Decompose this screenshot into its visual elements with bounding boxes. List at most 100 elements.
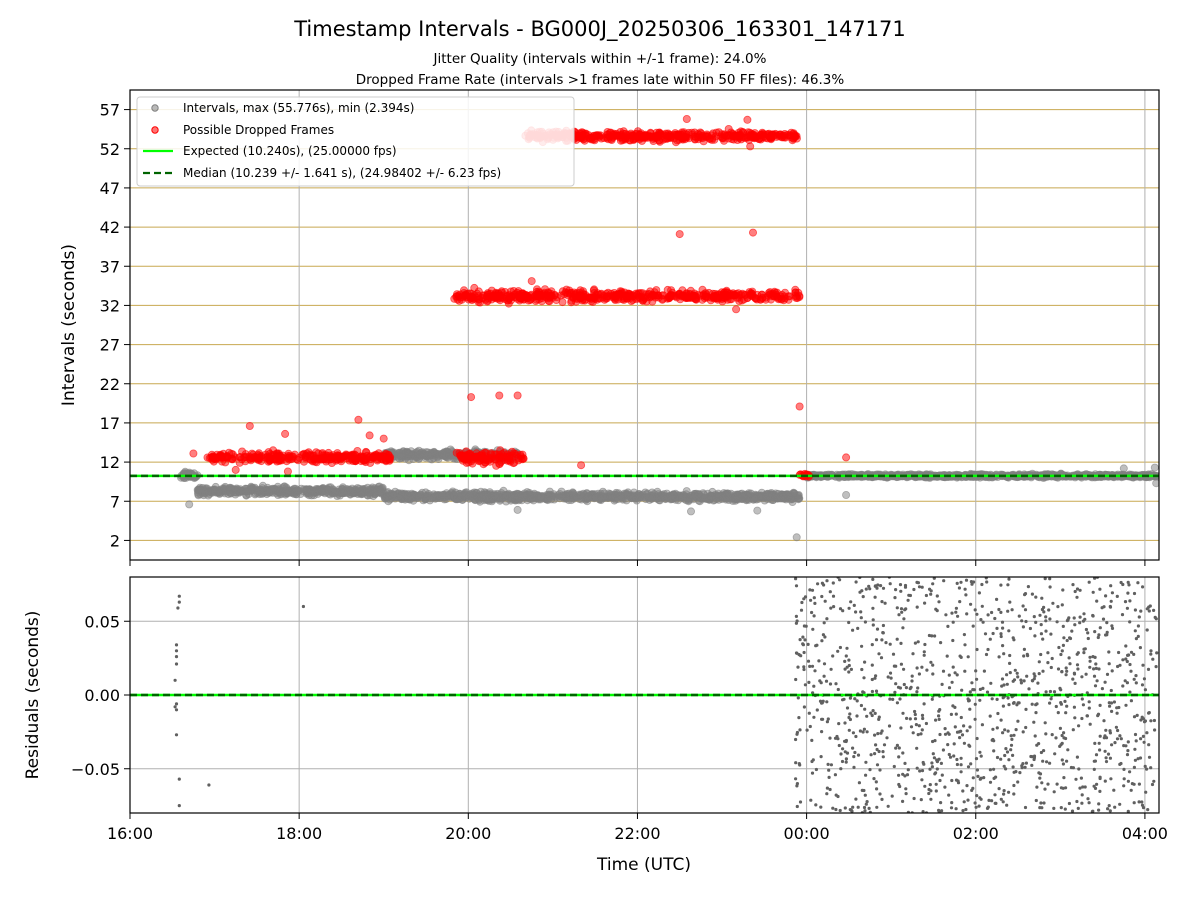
- residual-point: [821, 633, 826, 637]
- residual-point: [985, 690, 990, 694]
- residual-point: [822, 674, 826, 678]
- residual-point: [177, 594, 181, 598]
- residual-point: [812, 596, 816, 600]
- residual-point: [917, 724, 921, 728]
- residual-point: [871, 606, 875, 610]
- interval-point: [354, 488, 363, 497]
- residual-point: [1048, 617, 1052, 621]
- residual-point: [1008, 671, 1012, 675]
- residual-point: [810, 738, 814, 743]
- residual-point: [858, 590, 862, 594]
- residual-point: [888, 642, 892, 646]
- residual-point: [899, 589, 903, 593]
- residual-point: [838, 578, 842, 582]
- residual-point: [920, 665, 924, 669]
- residual-point: [798, 728, 802, 732]
- interval-point: [307, 486, 316, 495]
- residual-point: [1129, 669, 1133, 673]
- residual-point: [863, 660, 867, 664]
- residual-point: [1108, 756, 1112, 760]
- residual-point: [1094, 662, 1098, 666]
- residual-point: [943, 727, 947, 731]
- residual-point: [815, 708, 819, 712]
- residual-point: [1130, 782, 1134, 786]
- residual-point: [964, 578, 969, 582]
- residual-point: [903, 583, 908, 588]
- dropped-frame-point: [774, 294, 783, 303]
- residual-point: [1012, 770, 1016, 774]
- dropped-frame-point: [746, 142, 755, 151]
- residual-point: [837, 743, 841, 748]
- residual-point: [938, 778, 942, 783]
- dropped-frame-point: [461, 291, 470, 300]
- interval-point: [788, 497, 797, 506]
- residual-point: [973, 608, 977, 612]
- residual-point: [897, 746, 901, 750]
- residual-point: [1033, 674, 1037, 678]
- residual-point: [1060, 758, 1064, 762]
- residual-point: [917, 585, 922, 589]
- residual-point: [1104, 756, 1108, 760]
- residual-point: [870, 643, 874, 647]
- residual-point: [1104, 594, 1108, 598]
- dropped-frame-point: [670, 292, 679, 301]
- residual-point: [1112, 788, 1116, 792]
- residual-point: [808, 588, 812, 592]
- residual-point: [847, 658, 851, 662]
- residual-point: [1048, 577, 1052, 581]
- residual-point: [1071, 677, 1075, 681]
- interval-point: [647, 491, 656, 500]
- dropped-frame-point: [795, 402, 804, 411]
- residual-point: [977, 804, 981, 808]
- residual-point: [1014, 728, 1018, 732]
- residual-point: [1045, 760, 1049, 764]
- residual-point: [881, 586, 886, 590]
- residual-point: [1080, 716, 1084, 721]
- dropped-frame-point: [620, 294, 629, 303]
- residual-point: [1101, 617, 1106, 621]
- residual-point: [1035, 702, 1039, 706]
- residual-point: [1093, 741, 1097, 746]
- interval-point: [276, 490, 285, 499]
- residual-point: [1056, 711, 1060, 715]
- residual-point: [1118, 734, 1122, 738]
- residual-point: [868, 768, 872, 772]
- residual-point: [944, 613, 948, 617]
- residual-point: [981, 620, 985, 624]
- residual-point: [822, 662, 827, 666]
- residual-point: [174, 708, 179, 712]
- residual-point: [920, 778, 924, 782]
- residual-point: [837, 722, 841, 726]
- interval-point: [414, 454, 423, 463]
- residual-point: [852, 765, 856, 770]
- residual-point: [968, 707, 972, 711]
- residual-point: [863, 707, 867, 711]
- residual-point: [1061, 762, 1065, 766]
- residual-point: [1022, 654, 1026, 658]
- residual-point: [1091, 613, 1095, 618]
- interval-point: [687, 507, 696, 516]
- residual-point: [927, 791, 931, 796]
- residual-point: [1058, 744, 1062, 749]
- residual-point: [1046, 782, 1050, 786]
- residual-point: [935, 594, 939, 598]
- residual-point: [997, 607, 1001, 612]
- residual-point: [877, 652, 881, 656]
- residual-point: [934, 789, 938, 793]
- residual-point: [1138, 646, 1142, 650]
- residual-point: [1129, 788, 1133, 792]
- residual-point: [854, 610, 858, 614]
- residual-point: [856, 753, 861, 757]
- interval-point: [568, 494, 577, 503]
- residual-point: [1005, 682, 1009, 686]
- residual-point: [979, 754, 983, 758]
- residual-point: [814, 767, 819, 772]
- residual-point: [971, 624, 975, 628]
- residual-point: [875, 805, 879, 809]
- dropped-frame-point: [371, 450, 380, 459]
- residual-point: [1006, 583, 1010, 587]
- residual-point: [1060, 741, 1064, 746]
- residual-point: [794, 677, 798, 682]
- dropped-frame-point: [758, 290, 767, 299]
- residual-point: [1059, 701, 1063, 705]
